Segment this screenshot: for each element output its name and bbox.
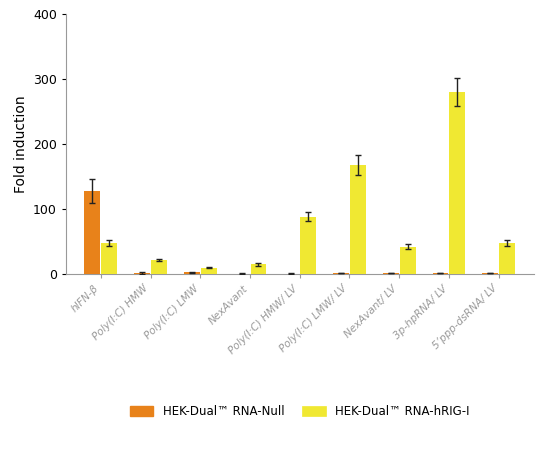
- Bar: [300, 217, 316, 274]
- Bar: [499, 243, 515, 274]
- Y-axis label: Fold induction: Fold induction: [14, 95, 28, 193]
- Bar: [400, 247, 416, 274]
- Bar: [432, 273, 448, 274]
- Bar: [482, 273, 498, 274]
- Bar: [201, 268, 217, 274]
- Bar: [84, 191, 100, 274]
- Bar: [350, 165, 366, 274]
- Bar: [134, 273, 150, 274]
- Bar: [151, 260, 167, 274]
- Bar: [184, 272, 200, 274]
- Bar: [101, 243, 117, 274]
- Bar: [333, 273, 349, 274]
- Bar: [250, 265, 266, 274]
- Bar: [383, 273, 399, 274]
- Legend: HEK-Dual™ RNA-Null, HEK-Dual™ RNA-hRIG-I: HEK-Dual™ RNA-Null, HEK-Dual™ RNA-hRIG-I: [130, 405, 470, 418]
- Bar: [449, 92, 465, 274]
